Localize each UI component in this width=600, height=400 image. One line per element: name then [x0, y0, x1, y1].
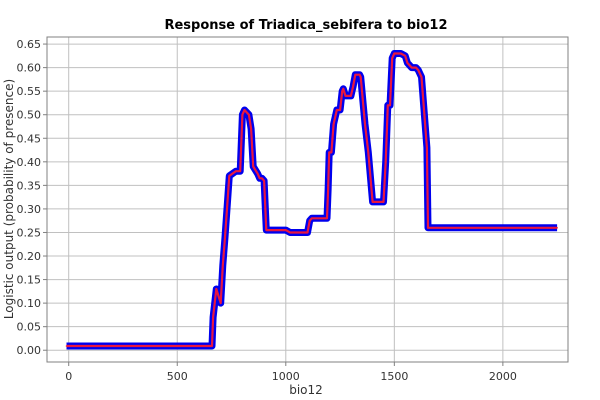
data-point — [350, 95, 352, 97]
data-point — [389, 104, 391, 107]
data-point — [434, 227, 437, 229]
data-point — [391, 57, 394, 59]
data-point — [293, 231, 296, 234]
x-tick-label: 2000 — [489, 370, 517, 383]
data-point — [298, 231, 300, 234]
data-point — [420, 76, 423, 78]
data-point — [427, 227, 429, 229]
y-tick-label: 0.25 — [17, 226, 42, 239]
data-point — [384, 161, 387, 163]
grid — [47, 37, 568, 362]
data-point — [252, 165, 254, 168]
data-point — [382, 201, 385, 203]
data-point — [256, 172, 259, 175]
y-tick-label: 0.45 — [17, 132, 42, 145]
data-point — [228, 175, 231, 177]
y-tick-label: 0.10 — [17, 297, 42, 310]
data-point — [410, 66, 413, 69]
data-point — [285, 229, 287, 231]
data-point — [267, 229, 270, 231]
data-point — [545, 227, 548, 229]
x-tick-label: 1000 — [272, 370, 300, 383]
data-point — [243, 109, 246, 111]
data-point — [222, 264, 224, 267]
data-point — [342, 88, 345, 90]
y-tick-label: 0.65 — [17, 38, 42, 51]
y-tick-label: 0.40 — [17, 156, 42, 169]
data-point — [258, 177, 261, 180]
data-point — [556, 227, 558, 229]
data-point — [358, 73, 361, 76]
data-point — [332, 123, 335, 125]
data-point — [330, 151, 333, 154]
data-point — [354, 73, 357, 76]
chart-title: Response of Triadica_sebifera to bio12 — [164, 18, 447, 33]
data-point — [327, 189, 329, 191]
series-layer — [65, 52, 558, 348]
data-point — [274, 229, 276, 231]
data-point — [250, 128, 252, 130]
data-point — [380, 201, 383, 203]
data-point — [371, 201, 374, 203]
data-point — [215, 288, 218, 290]
data-point — [321, 217, 324, 220]
data-point — [364, 123, 366, 125]
data-point — [341, 90, 344, 92]
data-point — [263, 179, 265, 182]
data-point — [406, 62, 409, 64]
data-point — [339, 109, 341, 111]
y-tick-label: 0.15 — [17, 274, 42, 287]
data-point — [311, 217, 313, 220]
data-point — [248, 113, 250, 116]
data-point — [326, 217, 328, 220]
y-tick-label: 0.30 — [17, 203, 42, 216]
data-point — [211, 345, 213, 347]
data-point — [344, 95, 347, 97]
y-tick-label: 0.50 — [17, 109, 42, 122]
data-point — [367, 151, 370, 154]
x-tick-label: 0 — [65, 370, 72, 383]
y-tick-label: 0.05 — [17, 321, 42, 334]
y-tick-label: 0.20 — [17, 250, 42, 263]
x-tick-label: 1500 — [380, 370, 408, 383]
plot-frame — [46, 36, 569, 363]
data-point — [265, 229, 268, 231]
data-point — [289, 231, 291, 234]
data-point — [239, 170, 241, 172]
x-tick-label: 500 — [167, 370, 188, 383]
y-tick-label: 0.60 — [17, 62, 42, 75]
data-point — [306, 231, 309, 234]
data-point — [65, 345, 68, 347]
data-point — [212, 316, 214, 319]
data-point — [400, 52, 402, 55]
data-point — [359, 76, 362, 78]
y-tick-label: 0.35 — [17, 179, 42, 192]
x-axis-title: bio12 — [289, 383, 323, 397]
data-point — [261, 177, 263, 180]
x-axis: 0 500 1000 1500 2000 — [65, 362, 517, 383]
y-tick-label: 0.00 — [17, 344, 42, 357]
data-point — [241, 113, 244, 116]
data-point — [387, 104, 389, 107]
y-axis: 0.00 0.05 0.10 0.15 0.20 0.25 0.30 0.35 0.40 0.45… — [17, 38, 47, 357]
data-point — [404, 55, 407, 57]
data-point — [415, 66, 417, 69]
data-point — [328, 151, 331, 154]
data-point — [308, 219, 311, 222]
data-point — [219, 302, 222, 304]
data-point — [352, 85, 354, 88]
data-point — [417, 69, 420, 71]
data-point — [336, 109, 338, 111]
y-axis-title: Logistic output (probability of presence… — [2, 79, 16, 319]
data-point — [426, 146, 428, 149]
data-point — [235, 170, 237, 172]
data-point — [224, 236, 226, 238]
y-tick-label: 0.55 — [17, 85, 42, 98]
data-point — [393, 52, 396, 55]
